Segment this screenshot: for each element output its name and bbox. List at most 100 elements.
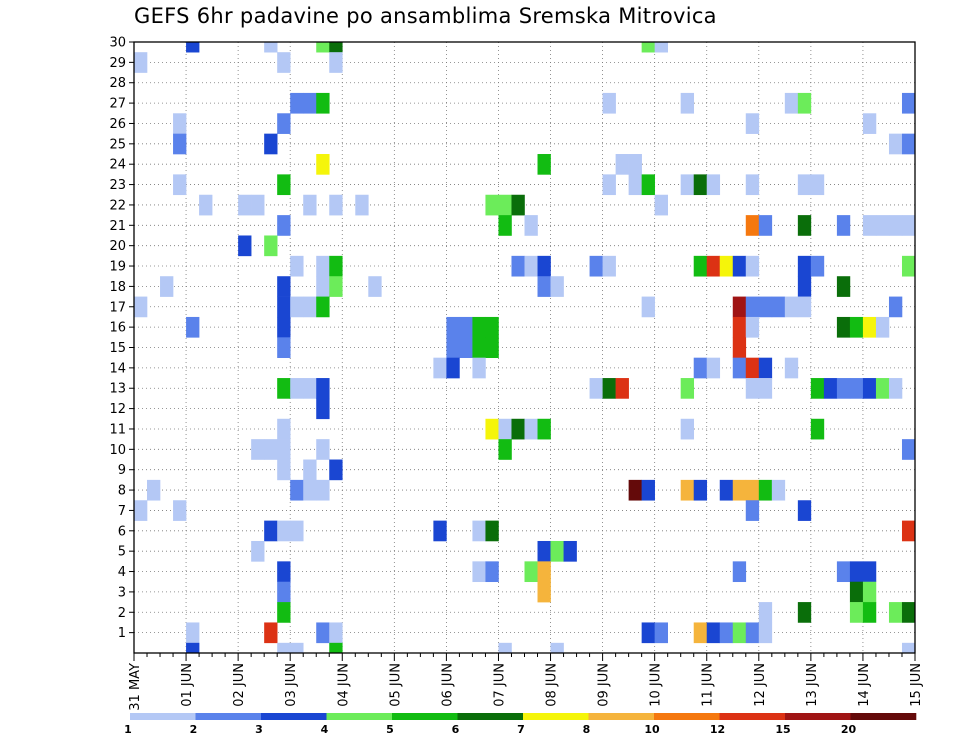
heatmap-cell [693, 174, 708, 196]
x-tick-label: 05 JUN [388, 663, 403, 707]
heatmap-cell [303, 378, 317, 399]
heatmap-cell [316, 622, 330, 644]
heatmap-cell [784, 92, 799, 114]
heatmap-cell [628, 154, 642, 175]
colorbar-label: 6 [452, 723, 460, 736]
heatmap-cell [537, 561, 551, 583]
colorbar-label: 2 [190, 723, 198, 736]
heatmap-cell [524, 561, 538, 583]
colorbar-swatch [850, 713, 917, 720]
heatmap-cell [550, 642, 564, 654]
heatmap-cell [303, 459, 317, 481]
heatmap-cell [524, 255, 538, 277]
y-tick-label: 29 [109, 56, 126, 71]
heatmap-cell [706, 174, 721, 196]
heatmap-cell [511, 194, 525, 216]
heatmap-cell [316, 92, 330, 114]
heatmap-cell [368, 276, 382, 297]
heatmap-cell [433, 357, 447, 379]
heatmap-cell [719, 255, 734, 277]
y-tick-label: 30 [109, 36, 126, 51]
heatmap-cell [277, 418, 291, 440]
y-tick-label: 11 [109, 422, 126, 437]
heatmap-cell [290, 296, 304, 318]
heatmap-cell [485, 418, 499, 440]
chart-title: GEFS 6hr padavine po ansamblima Sremska … [134, 4, 717, 28]
heatmap-cell [797, 602, 812, 623]
heatmap-cell [602, 92, 616, 114]
heatmap-cell [251, 439, 265, 460]
y-tick-label: 3 [118, 585, 126, 600]
heatmap-cell [862, 378, 877, 399]
colorbar-swatch [588, 713, 655, 720]
heatmap-cell [550, 276, 564, 297]
y-tick-label: 2 [118, 606, 126, 621]
y-tick-label: 28 [109, 76, 126, 91]
heatmap-cell [303, 479, 317, 501]
heatmap-cell [693, 622, 708, 644]
heatmap-cell [537, 581, 551, 603]
colorbar-swatch [457, 713, 524, 720]
heatmap-cell [329, 255, 343, 277]
heatmap-cell [277, 276, 291, 297]
heatmap-cell [745, 378, 760, 399]
heatmap-cell [732, 561, 747, 583]
heatmap-cell [888, 378, 903, 399]
heatmap-cell [706, 357, 721, 379]
heatmap-cell [472, 337, 486, 358]
colorbar-label: 4 [321, 723, 329, 736]
heatmap-cell [901, 602, 916, 623]
y-tick-label: 13 [109, 382, 126, 397]
heatmap-cell [472, 520, 486, 542]
x-tick-label: 02 JUN [232, 663, 247, 707]
heatmap-cell [745, 500, 760, 521]
heatmap-cell [719, 479, 734, 501]
colorbar-swatch [261, 713, 327, 720]
heatmap-cell [784, 357, 799, 379]
y-tick-label: 27 [109, 97, 126, 112]
heatmap-cell [329, 642, 343, 654]
x-tick-label: 07 JUN [493, 663, 508, 707]
heatmap-cell [875, 215, 890, 236]
heatmap-cell [316, 378, 330, 399]
heatmap-cell [836, 316, 851, 338]
y-tick-label: 5 [118, 545, 126, 560]
y-tick-label: 23 [109, 178, 126, 193]
heatmap-cell [173, 113, 187, 134]
heatmap-cell [836, 215, 851, 236]
heatmap-cell [758, 602, 773, 623]
heatmap-cell [277, 520, 291, 542]
heatmap-cell [446, 337, 460, 358]
heatmap-cell [303, 92, 317, 114]
heatmap-cell [849, 378, 864, 399]
heatmap-cell [459, 316, 473, 338]
colorbar-swatch [523, 713, 589, 720]
y-tick-label: 4 [118, 565, 126, 580]
x-axis: 31 MAY 01 JUN 02 JUN 03 JUN 04 JUN 05 JUN 06 J… [128, 653, 924, 711]
heatmap-cell [264, 42, 278, 53]
heatmap-cells [134, 42, 916, 654]
heatmap-cell [316, 42, 330, 53]
heatmap-cell [329, 42, 343, 53]
y-tick-label: 19 [109, 260, 126, 275]
heatmap-cell [563, 540, 577, 562]
heatmap-cell [511, 418, 525, 440]
heatmap-cell [797, 500, 812, 521]
heatmap-cell [797, 215, 812, 236]
y-tick-label: 22 [109, 198, 126, 213]
heatmap-cell [290, 479, 304, 501]
y-tick-label: 1 [118, 626, 126, 641]
heatmap-cell [810, 255, 825, 277]
heatmap-cell [797, 296, 812, 318]
heatmap-cell [641, 42, 655, 53]
heatmap-cell [277, 316, 291, 338]
heatmap-cell [680, 92, 695, 114]
heatmap-cell [160, 276, 174, 297]
colorbar-label: 15 [775, 723, 790, 736]
heatmap-cell [537, 540, 551, 562]
colorbar-label: 8 [583, 723, 591, 736]
heatmap-cell [875, 378, 890, 399]
y-tick-label: 18 [109, 280, 126, 295]
heatmap-cell [485, 316, 499, 338]
heatmap-cell [732, 296, 747, 318]
